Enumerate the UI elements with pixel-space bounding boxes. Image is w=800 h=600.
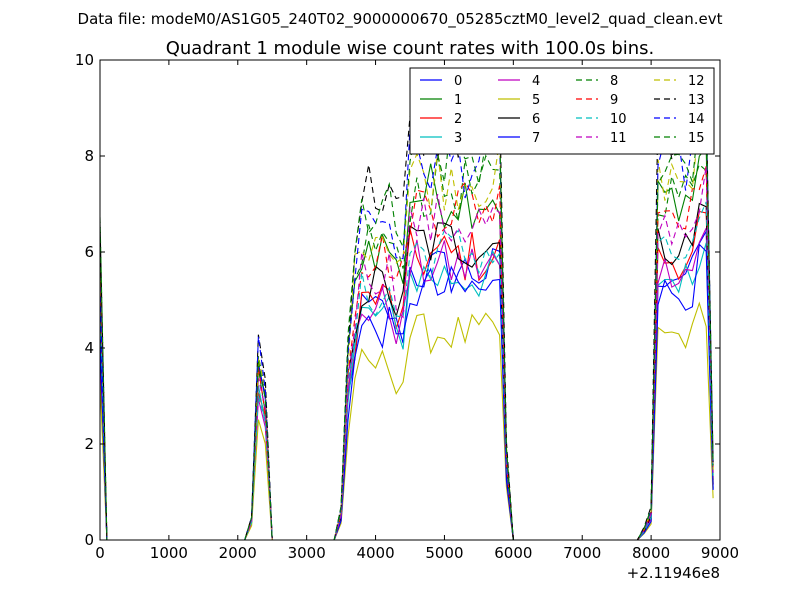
x-tick-label: 5000	[425, 544, 463, 562]
y-tick-label: 8	[84, 147, 94, 165]
y-tick-label: 2	[84, 435, 94, 453]
x-tick-label: 2000	[219, 544, 257, 562]
series-line-13	[100, 94, 714, 540]
legend-label-6: 6	[532, 112, 540, 127]
chart-title: Quadrant 1 module wise count rates with …	[166, 38, 655, 59]
series-line-15	[100, 111, 714, 540]
series-line-11	[100, 165, 714, 540]
x-offset-label: +2.11946e8	[627, 564, 720, 582]
legend-label-14: 14	[688, 112, 705, 127]
y-tick-label: 0	[84, 531, 94, 549]
x-tick-label: 1000	[150, 544, 188, 562]
x-tick-label: 0	[95, 544, 105, 562]
legend-label-8: 8	[610, 74, 618, 89]
legend-label-11: 11	[610, 131, 627, 146]
series-line-3	[100, 242, 714, 540]
series-line-6	[100, 202, 714, 540]
x-tick-label: 8000	[632, 544, 670, 562]
legend-label-15: 15	[688, 131, 705, 146]
legend-label-0: 0	[454, 74, 462, 89]
x-tick-label: 9000	[701, 544, 739, 562]
series-line-12	[100, 110, 714, 540]
legend-label-3: 3	[454, 131, 462, 146]
series-line-4	[100, 227, 714, 540]
series-line-14	[100, 109, 714, 540]
series-line-10	[100, 201, 714, 540]
legend-label-7: 7	[532, 131, 540, 146]
y-tick-label: 10	[75, 51, 94, 69]
legend-label-2: 2	[454, 112, 462, 127]
axes-frame	[99, 59, 721, 541]
series-line-5	[100, 301, 714, 540]
y-tick-label: 6	[84, 243, 94, 261]
legend-label-13: 13	[688, 93, 705, 108]
x-tick-label: 7000	[563, 544, 601, 562]
series-line-9	[100, 166, 714, 540]
suptitle: Data file: modeM0/AS1G05_240T02_90000006…	[78, 10, 723, 29]
legend-label-9: 9	[610, 93, 618, 108]
series-line-1	[100, 146, 714, 540]
series-line-7	[100, 243, 714, 540]
legend-label-10: 10	[610, 112, 627, 127]
legend-box	[409, 67, 715, 155]
legend-label-1: 1	[454, 93, 462, 108]
x-axis: 0 1000 2000 3000 4000 5000 6000 7000 8000 9000	[95, 60, 739, 562]
legend-label-12: 12	[688, 74, 705, 89]
y-tick-label: 4	[84, 339, 94, 357]
x-tick-label: 4000	[356, 544, 394, 562]
x-tick-label: 6000	[494, 544, 532, 562]
x-tick-label: 3000	[288, 544, 326, 562]
series-layer	[100, 94, 714, 540]
legend-label-5: 5	[532, 93, 540, 108]
series-line-0	[100, 229, 714, 540]
legend-label-4: 4	[532, 74, 540, 89]
